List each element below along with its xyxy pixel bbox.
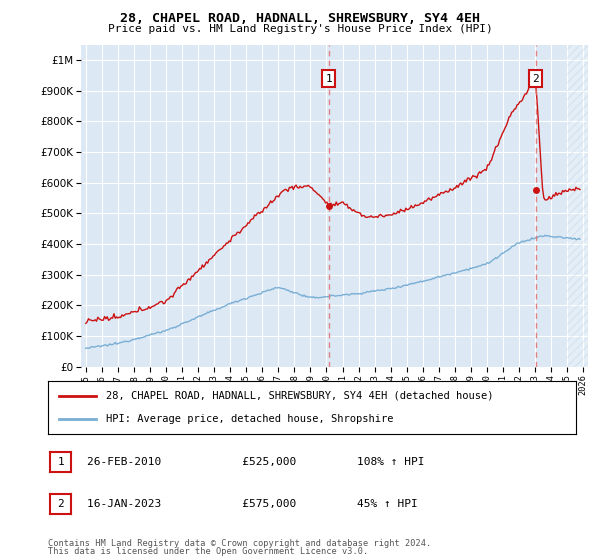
Text: Price paid vs. HM Land Registry's House Price Index (HPI): Price paid vs. HM Land Registry's House … — [107, 24, 493, 34]
Text: 28, CHAPEL ROAD, HADNALL, SHREWSBURY, SY4 4EH: 28, CHAPEL ROAD, HADNALL, SHREWSBURY, SY… — [120, 12, 480, 25]
Text: 1: 1 — [326, 73, 332, 83]
Text: Contains HM Land Registry data © Crown copyright and database right 2024.: Contains HM Land Registry data © Crown c… — [48, 539, 431, 548]
Text: 28, CHAPEL ROAD, HADNALL, SHREWSBURY, SY4 4EH (detached house): 28, CHAPEL ROAD, HADNALL, SHREWSBURY, SY… — [106, 391, 494, 401]
Bar — [567, 45, 591, 367]
Text: HPI: Average price, detached house, Shropshire: HPI: Average price, detached house, Shro… — [106, 414, 394, 424]
Text: This data is licensed under the Open Government Licence v3.0.: This data is licensed under the Open Gov… — [48, 547, 368, 556]
Text: 16-JAN-2023            £575,000         45% ↑ HPI: 16-JAN-2023 £575,000 45% ↑ HPI — [87, 499, 418, 509]
Text: 1: 1 — [57, 457, 64, 467]
Text: 2: 2 — [57, 499, 64, 509]
Text: 2: 2 — [532, 73, 539, 83]
Text: 26-FEB-2010            £525,000         108% ↑ HPI: 26-FEB-2010 £525,000 108% ↑ HPI — [87, 457, 425, 467]
